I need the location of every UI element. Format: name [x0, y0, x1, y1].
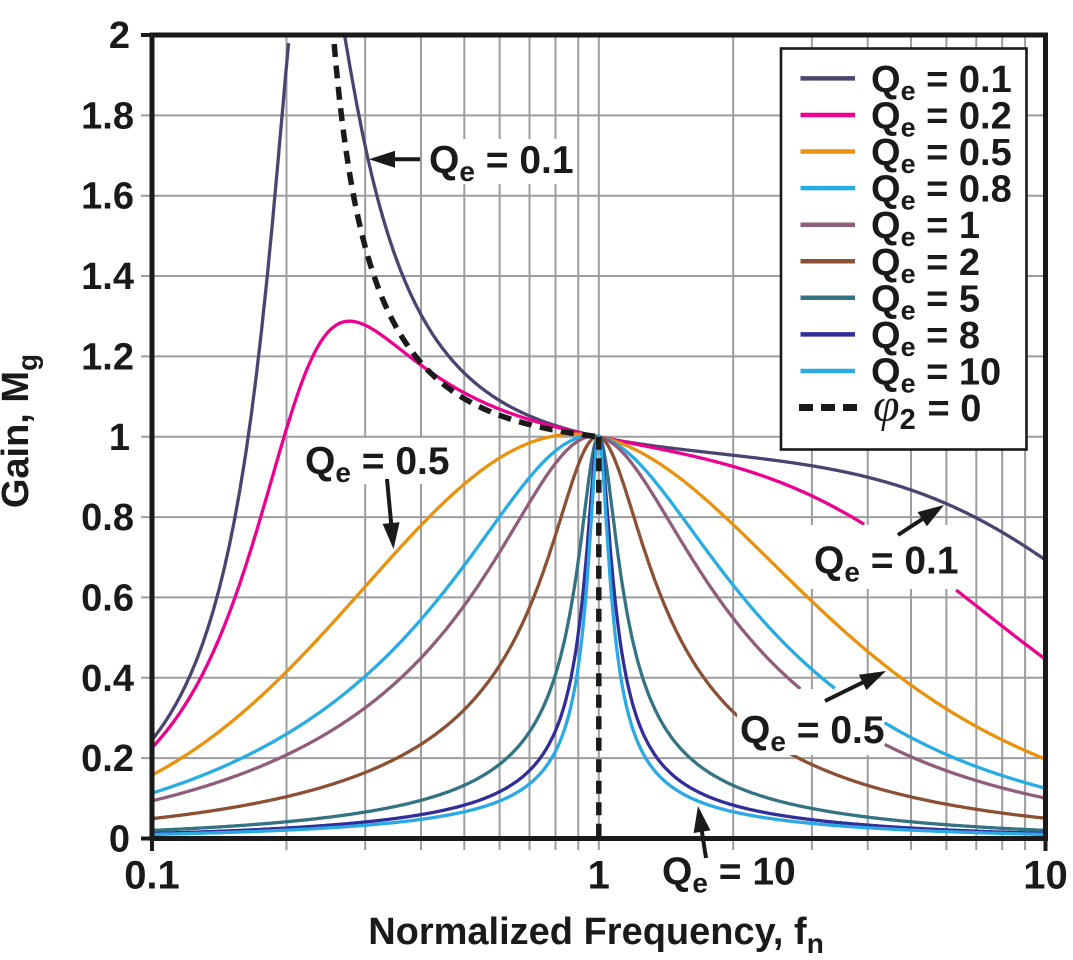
- svg-text:Qe = 0.8: Qe = 0.8: [871, 169, 1012, 216]
- svg-text:Normalized Frequency, fn: Normalized Frequency, fn: [368, 911, 824, 959]
- svg-text:1: 1: [109, 417, 130, 459]
- svg-text:Qe = 2: Qe = 2: [871, 242, 980, 289]
- svg-text:1: 1: [588, 854, 610, 898]
- svg-text:Qe = 10: Qe = 10: [871, 351, 1001, 398]
- svg-text:Qe = 5: Qe = 5: [871, 278, 980, 325]
- svg-text:1.6: 1.6: [81, 176, 134, 218]
- svg-text:Qe = 0.5: Qe = 0.5: [740, 709, 885, 757]
- svg-text:Qe = 10: Qe = 10: [662, 851, 796, 899]
- svg-text:1.8: 1.8: [81, 95, 134, 137]
- svg-text:Qe = 1: Qe = 1: [871, 205, 980, 252]
- svg-text:Qe = 0.5: Qe = 0.5: [871, 132, 1012, 179]
- svg-text:0.6: 0.6: [81, 578, 134, 620]
- svg-text:Qe = 0.2: Qe = 0.2: [871, 95, 1012, 142]
- svg-text:10: 10: [1023, 854, 1068, 898]
- svg-text:Qe = 8: Qe = 8: [871, 315, 980, 362]
- svg-text:0.2: 0.2: [81, 738, 134, 780]
- svg-text:φ2 = 0: φ2 = 0: [873, 379, 981, 436]
- svg-text:0.4: 0.4: [81, 658, 134, 700]
- svg-text:Qe = 0.1: Qe = 0.1: [429, 139, 574, 187]
- svg-text:Gain, Mg: Gain, Mg: [0, 354, 43, 508]
- svg-text:1.4: 1.4: [81, 256, 134, 298]
- svg-text:Qe = 0.5: Qe = 0.5: [305, 440, 450, 488]
- svg-text:0.8: 0.8: [81, 497, 134, 539]
- svg-text:Qe = 0.1: Qe = 0.1: [871, 59, 1012, 106]
- svg-text:0.1: 0.1: [124, 854, 180, 898]
- svg-text:0: 0: [109, 819, 130, 861]
- svg-text:2: 2: [109, 15, 130, 57]
- svg-text:Qe = 0.1: Qe = 0.1: [814, 540, 959, 588]
- svg-text:1.2: 1.2: [81, 336, 134, 378]
